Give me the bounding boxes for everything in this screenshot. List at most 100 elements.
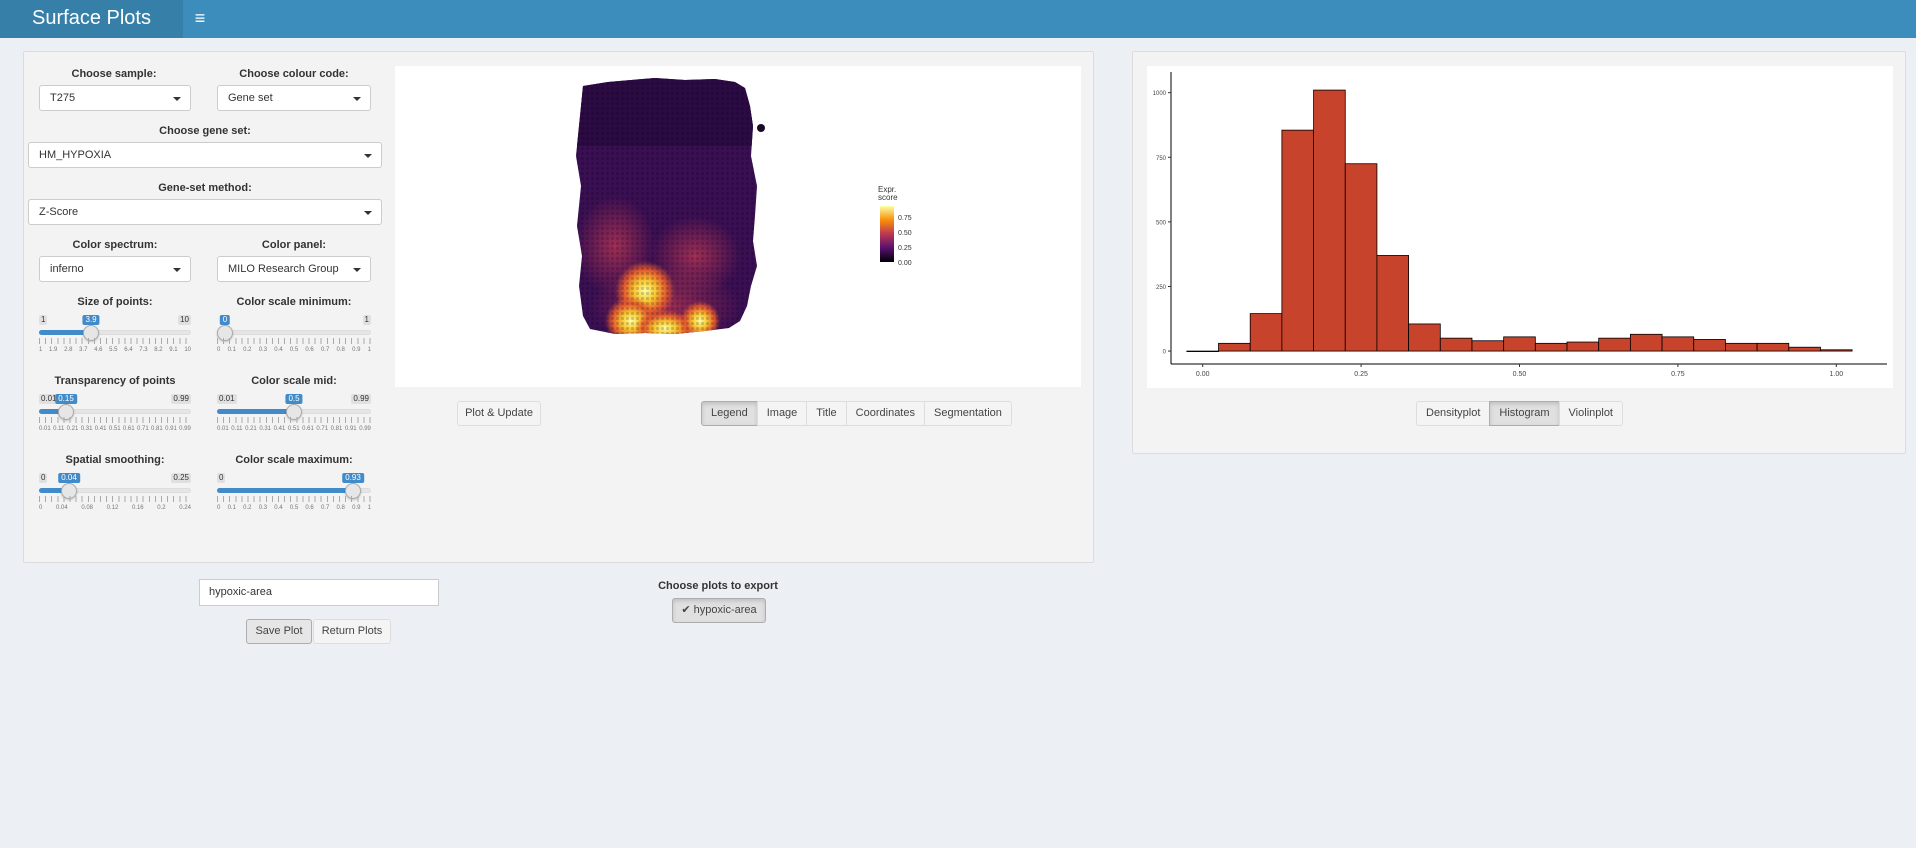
chevron-down-icon bbox=[353, 268, 361, 272]
plot-name-input[interactable]: hypoxic-area bbox=[199, 579, 439, 606]
check-icon: ✔ bbox=[681, 604, 691, 616]
legend-tick-label: 0.25 bbox=[898, 245, 912, 252]
color-scale-minimum-slider[interactable]: 1 0 0 0.1 0.2 0.3 0.4 0.5 0.6 0.7 0.8 0.9 1 bbox=[217, 315, 371, 355]
slider-tick-label: 0.24 bbox=[179, 505, 191, 511]
tab-segmentation[interactable]: Segmentation bbox=[924, 401, 1012, 426]
slider-fill bbox=[39, 409, 66, 414]
tab-legend[interactable]: Legend bbox=[701, 401, 758, 426]
y-tick-label: 500 bbox=[1156, 220, 1167, 226]
slider-tick-label: 0.91 bbox=[165, 426, 177, 432]
slider-tick-label: 0.71 bbox=[316, 426, 329, 432]
color-scale-maximum-slider[interactable]: 0 0.93 0 0.1 0.2 0.3 0.4 0.5 0.6 0.7 0.8 0.9 1 bbox=[217, 473, 371, 513]
color-scale-mid-label: Color scale mid: bbox=[251, 375, 337, 387]
slider-tick-label: 0.12 bbox=[106, 505, 119, 511]
histogram-bar bbox=[1661, 336, 1695, 352]
gene-set-label: Choose gene set: bbox=[159, 125, 251, 137]
slider-track[interactable] bbox=[217, 330, 371, 335]
slider-tick-labels: 0.01 0.11 0.21 0.31 0.41 0.51 0.61 0.71 0.81 0.91… bbox=[217, 426, 371, 432]
slider-tick-label: 9.1 bbox=[169, 347, 178, 353]
slider-tick-label: 0.2 bbox=[157, 505, 166, 511]
slider-ticks bbox=[39, 417, 191, 423]
slider-tick-label: 7.3 bbox=[139, 347, 148, 353]
x-tick-label: 0.25 bbox=[1354, 371, 1368, 378]
tab-histogram[interactable]: Histogram bbox=[1489, 401, 1560, 426]
return-plots-button[interactable]: Return Plots bbox=[313, 619, 391, 644]
slider-min: 0 bbox=[39, 473, 48, 483]
export-checkbox-button[interactable]: ✔ hypoxic-area bbox=[672, 598, 766, 623]
spatial-smoothing-slider[interactable]: 0 0.25 0.04 0 0.04 0.08 0.12 0.16 0.2 0.24 bbox=[39, 473, 191, 513]
slider-tick-label: 0.81 bbox=[330, 426, 343, 432]
tab-coordinates[interactable]: Coordinates bbox=[845, 401, 925, 426]
slider-tick-label: 0.21 bbox=[66, 426, 79, 432]
histogram-chart: 0 250 500 750 1000 0.00 0.25 0.50 0.75 1.00 bbox=[1147, 66, 1893, 388]
slider-tick-label: 0.9 bbox=[352, 347, 361, 353]
histogram-bar bbox=[1439, 337, 1473, 352]
sample-select[interactable]: T275 bbox=[39, 85, 191, 111]
slider-min: 0.01 bbox=[217, 394, 237, 404]
slider-tick-label: 0.3 bbox=[258, 347, 268, 353]
gene-set-method-select[interactable]: Z-Score bbox=[28, 199, 382, 225]
app-title[interactable]: Surface Plots bbox=[0, 0, 183, 38]
slider-tick-label: 10 bbox=[184, 347, 191, 353]
slider-tick-label: 0.99 bbox=[359, 426, 371, 432]
legend-title-line2: score bbox=[878, 193, 898, 202]
slider-tick-label: 0.91 bbox=[344, 426, 357, 432]
slider-tick-label: 0.8 bbox=[336, 505, 345, 511]
slider-value: 3.9 bbox=[82, 315, 100, 325]
hamburger-icon[interactable]: ≡ bbox=[194, 8, 206, 28]
slider-tick-label: 0.51 bbox=[108, 426, 121, 432]
slider-tick-label: 1.9 bbox=[49, 347, 58, 353]
plot-update-button[interactable]: Plot & Update bbox=[457, 401, 541, 426]
gene-set-select[interactable]: HM_HYPOXIA bbox=[28, 142, 382, 168]
slider-ticks bbox=[39, 496, 191, 502]
color-scale-mid-slider[interactable]: 0.01 0.99 0.5 0.01 0.11 0.21 0.31 0.41 0.51 0.61 0… bbox=[217, 394, 371, 434]
transparency-slider[interactable]: 0.01 0.99 0.15 0.01 0.11 0.21 0.31 0.41 0.51 0.61… bbox=[39, 394, 191, 434]
slider-ticks bbox=[217, 417, 371, 423]
slider-tick-label: 8.2 bbox=[154, 347, 163, 353]
slider-tick-label: 0.4 bbox=[274, 505, 283, 511]
tab-title[interactable]: Title bbox=[806, 401, 847, 426]
slider-tick-label: 0.31 bbox=[259, 426, 272, 432]
save-plot-button[interactable]: Save Plot bbox=[246, 619, 312, 644]
slider-tick-label: 0.11 bbox=[53, 426, 65, 432]
color-panel-select[interactable]: MILO Research Group bbox=[217, 256, 371, 282]
tab-densityplot[interactable]: Densityplot bbox=[1416, 401, 1491, 426]
x-tick-label: 0.75 bbox=[1671, 371, 1685, 378]
x-tick-label: 0.50 bbox=[1513, 371, 1527, 378]
slider-max: 0.99 bbox=[171, 394, 191, 404]
y-tick-label: 750 bbox=[1156, 156, 1167, 162]
histogram-bar bbox=[1408, 323, 1441, 352]
slider-tick-label: 2.8 bbox=[64, 347, 73, 353]
slider-tick-label: 0.8 bbox=[336, 347, 345, 353]
histogram-bar bbox=[1566, 341, 1600, 352]
size-of-points-slider[interactable]: 1 10 3.9 1 1.9 2.8 3.7 4.6 5.5 6.4 7.3 8.2 9.1 10 bbox=[39, 315, 191, 355]
histogram-bar bbox=[1471, 340, 1505, 352]
top-navbar: Surface Plots ≡ bbox=[0, 0, 1916, 38]
slider-value: 0.5 bbox=[285, 394, 303, 404]
slider-tick-label: 0.6 bbox=[305, 505, 314, 511]
slider-tick-label: 0.08 bbox=[81, 505, 93, 511]
gene-set-method-label: Gene-set method: bbox=[158, 182, 252, 194]
y-tick-label: 250 bbox=[1156, 285, 1167, 291]
legend-ticks: 0.75 0.50 0.25 0.00 bbox=[898, 215, 912, 267]
slider-tick-label: 6.4 bbox=[124, 347, 133, 353]
histogram-bar bbox=[1756, 342, 1790, 352]
histogram-bar bbox=[1218, 342, 1251, 352]
slider-min: 0 bbox=[217, 473, 226, 483]
gene-set-method-value: Z-Score bbox=[39, 206, 79, 218]
surface-plot-svg: Expr. score 0.75 0.50 0.25 0.00 bbox=[576, 78, 912, 334]
colour-code-select[interactable]: Gene set bbox=[217, 85, 371, 111]
slider-tick-labels: 0 0.1 0.2 0.3 0.4 0.5 0.6 0.7 0.8 0.9 1 bbox=[217, 505, 371, 511]
slider-fill bbox=[39, 488, 69, 493]
tab-violinplot[interactable]: Violinplot bbox=[1558, 401, 1623, 426]
color-spectrum-select[interactable]: inferno bbox=[39, 256, 191, 282]
slider-tick-label: 0.41 bbox=[94, 426, 107, 432]
tab-image[interactable]: Image bbox=[756, 401, 808, 426]
slider-tick-label: 1 bbox=[367, 347, 371, 353]
slider-tick-label: 0.41 bbox=[273, 426, 286, 432]
slider-tick-label: 0.6 bbox=[305, 347, 314, 353]
export-label: Choose plots to export bbox=[658, 580, 778, 592]
slider-tick-label: 0.71 bbox=[136, 426, 149, 432]
slider-min: 1 bbox=[39, 315, 48, 325]
histogram-bar bbox=[1376, 255, 1410, 352]
